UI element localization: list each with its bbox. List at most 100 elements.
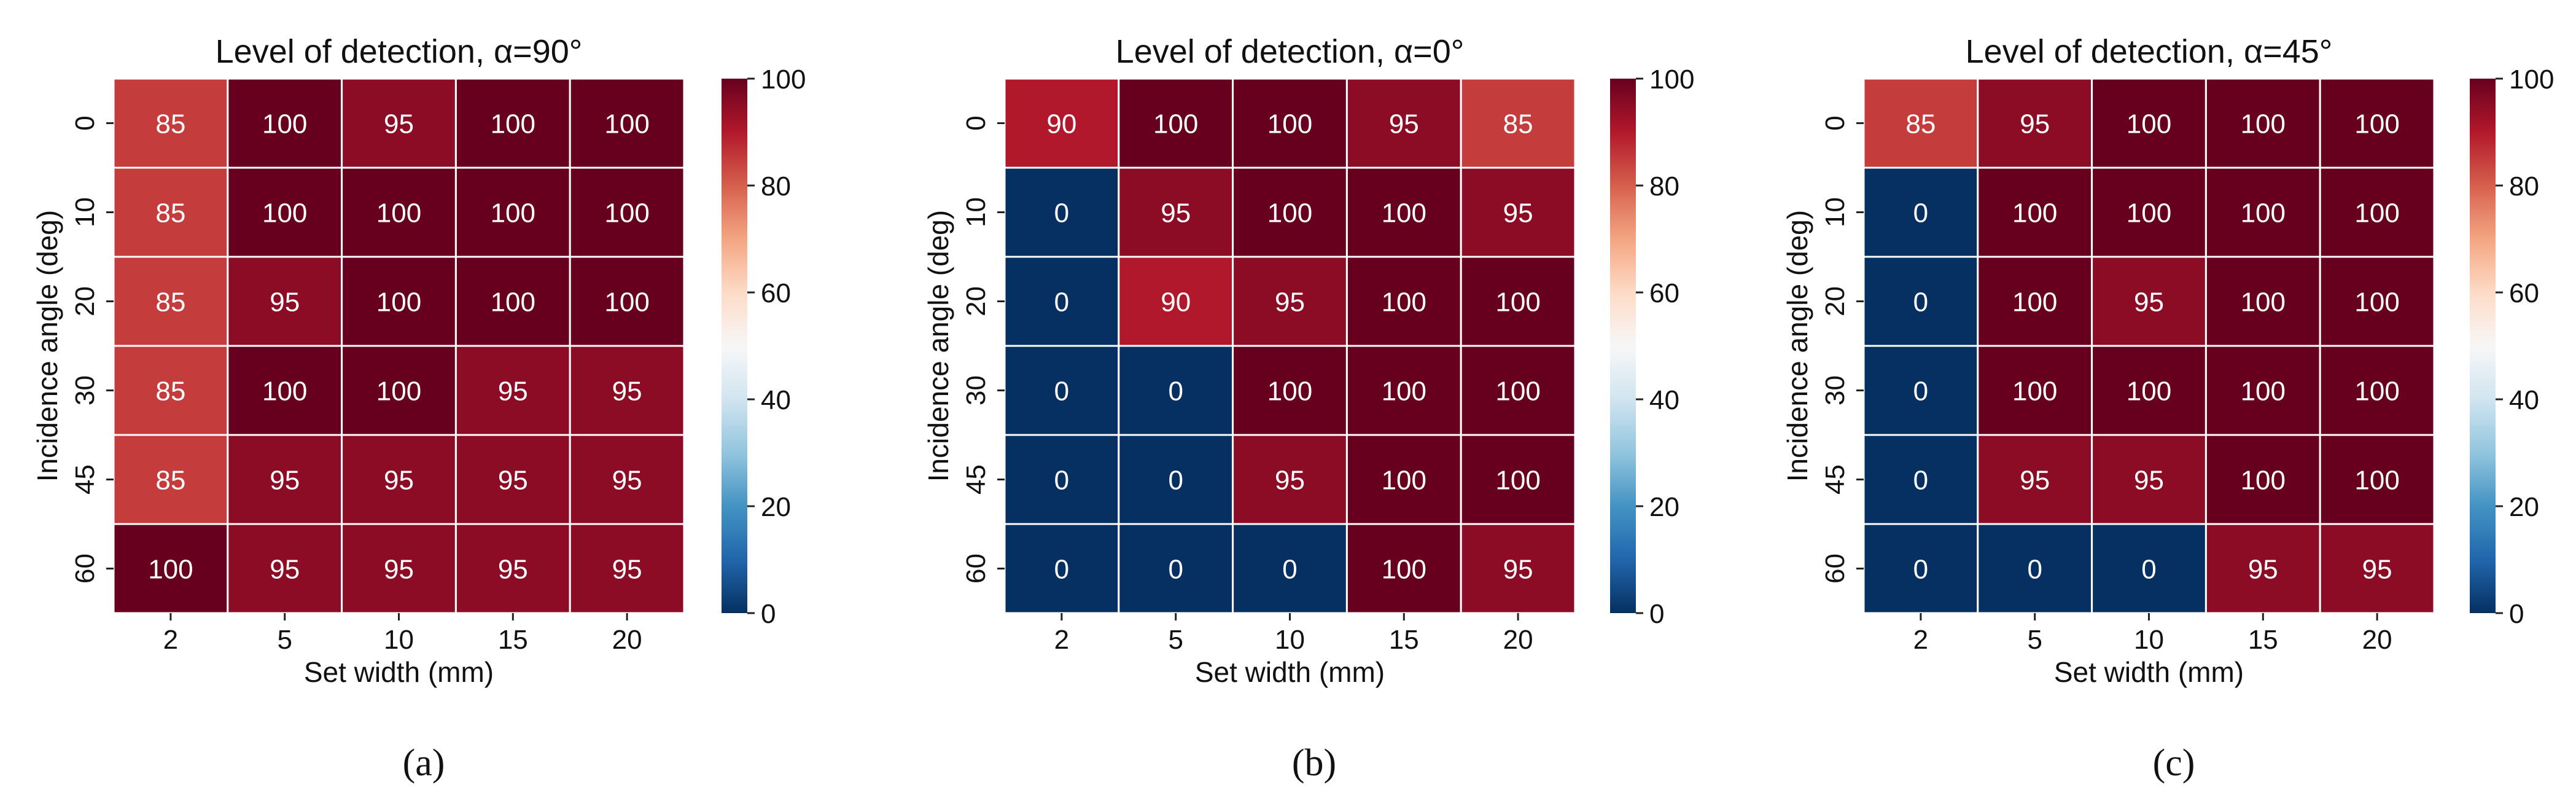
cell-value-label: 90 [1161, 288, 1191, 318]
cell-value-label: 0 [1913, 198, 1928, 229]
cell-value-label: 90 [1046, 109, 1076, 139]
heatmap-cell [1460, 434, 1576, 525]
cell-value-label: 100 [2127, 377, 2171, 407]
cell-value-label: 0 [1054, 288, 1069, 318]
cell-value-label: 100 [2354, 109, 2399, 139]
cell-value-label: 0 [1054, 466, 1069, 496]
heatmap-cell [454, 345, 571, 436]
heatmap-cell [112, 434, 229, 525]
cell-value-label: 100 [2354, 377, 2399, 407]
cell-value-label: 100 [604, 288, 649, 318]
cell-value-label: 85 [155, 109, 185, 139]
cell-value-label: 100 [262, 109, 307, 139]
cell-value-label: 95 [1275, 466, 1305, 496]
colorbar-tick-label: 20 [2509, 492, 2539, 522]
y-tick-label: 0 [961, 115, 991, 130]
y-tick-label: 60 [1820, 554, 1850, 584]
colorbar [2470, 79, 2496, 613]
heatmap-cell [2319, 256, 2435, 347]
cell-value-label: 0 [1913, 288, 1928, 318]
cell-value-label: 95 [270, 555, 300, 585]
x-axis-label: Set width (mm) [1195, 656, 1385, 688]
cell-value-label: 100 [2127, 198, 2171, 229]
heatmap-cell [1003, 256, 1120, 347]
heatmap-cell [341, 166, 457, 258]
cell-value-label: 95 [384, 466, 414, 496]
cell-value-label: 95 [2248, 555, 2278, 585]
cell-value-label: 95 [1275, 288, 1305, 318]
heatmap-cell [454, 523, 571, 614]
y-tick-label: 0 [1820, 115, 1850, 130]
y-axis-label: Incidence angle (deg) [922, 210, 954, 482]
cell-value-label: 100 [262, 377, 307, 407]
cell-value-label: 100 [2012, 377, 2057, 407]
cell-value-label: 100 [1267, 109, 1312, 139]
cell-value-label: 100 [2241, 288, 2286, 318]
cell-value-label: 100 [2241, 377, 2286, 407]
x-tick-label: 2 [1054, 625, 1069, 655]
cell-value-label: 100 [1382, 466, 1426, 496]
heatmap-cell [1345, 256, 1462, 347]
heatmap-cell [1003, 166, 1120, 258]
heatmap-panel-1: Level of detection, α=90° 85 100 95 100 100 85… [31, 33, 806, 784]
y-tick-label: 60 [961, 554, 991, 584]
cell-value-label: 0 [1168, 377, 1183, 407]
panel-caption: (a) [403, 742, 445, 784]
cell-value-label: 85 [1905, 109, 1936, 139]
heatmap-cell [454, 256, 571, 347]
cell-value-label: 100 [262, 198, 307, 229]
cell-value-label: 100 [1495, 377, 1540, 407]
cell-value-label: 100 [2241, 466, 2286, 496]
cell-value-label: 0 [1282, 555, 1297, 585]
heatmap-cell [1232, 345, 1348, 436]
y-tick-label: 45 [1820, 464, 1850, 495]
colorbar [722, 79, 747, 613]
y-tick-label: 45 [70, 464, 100, 495]
cell-value-label: 0 [1913, 377, 1928, 407]
heatmap-cell [1345, 523, 1462, 614]
heatmap-cell [227, 523, 343, 614]
heatmap-cell [2204, 256, 2321, 347]
heatmap-cell [2091, 256, 2207, 347]
cell-value-label: 85 [155, 288, 185, 318]
heatmap-cell [227, 345, 343, 436]
cell-value-label: 85 [155, 198, 185, 229]
chart-title: Level of detection, α=0° [1116, 33, 1465, 70]
cell-value-label: 0 [1054, 377, 1069, 407]
heatmap-cell [2319, 434, 2435, 525]
cell-value-label: 0 [1913, 555, 1928, 585]
x-axis-label: Set width (mm) [304, 656, 494, 688]
y-tick-label: 20 [961, 286, 991, 316]
y-tick-label: 30 [1820, 375, 1850, 405]
colorbar-tick-label: 0 [761, 599, 776, 629]
heatmap-cell [341, 77, 457, 169]
x-tick-label: 5 [1168, 625, 1183, 655]
cell-value-label: 85 [1503, 109, 1533, 139]
cell-value-label: 0 [1054, 198, 1069, 229]
chart-title: Level of detection, α=90° [216, 33, 583, 70]
cell-value-label: 100 [1382, 198, 1426, 229]
panel-caption: (c) [2153, 742, 2195, 784]
colorbar-tick-label: 40 [1649, 385, 1679, 415]
cell-value-label: 100 [376, 288, 421, 318]
y-axis-label: Incidence angle (deg) [31, 210, 63, 482]
y-tick-label: 0 [70, 115, 100, 130]
colorbar-tick-label: 100 [761, 65, 806, 95]
heatmap-cell [1118, 166, 1234, 258]
heatmap-cell [1977, 166, 2093, 258]
y-tick-label: 60 [70, 554, 100, 584]
heatmap-cell [341, 523, 457, 614]
heatmap-cell [569, 345, 685, 436]
cell-value-label: 0 [1054, 555, 1069, 585]
heatmap-cell [1460, 256, 1576, 347]
cell-value-label: 100 [604, 198, 649, 229]
colorbar-tick-label: 20 [761, 492, 791, 522]
x-tick-label: 15 [498, 625, 528, 655]
heatmap-cell [2319, 77, 2435, 169]
y-tick-label: 30 [70, 375, 100, 405]
cell-value-label: 0 [2141, 555, 2156, 585]
colorbar-tick-label: 80 [761, 171, 791, 202]
cell-value-label: 95 [498, 377, 528, 407]
